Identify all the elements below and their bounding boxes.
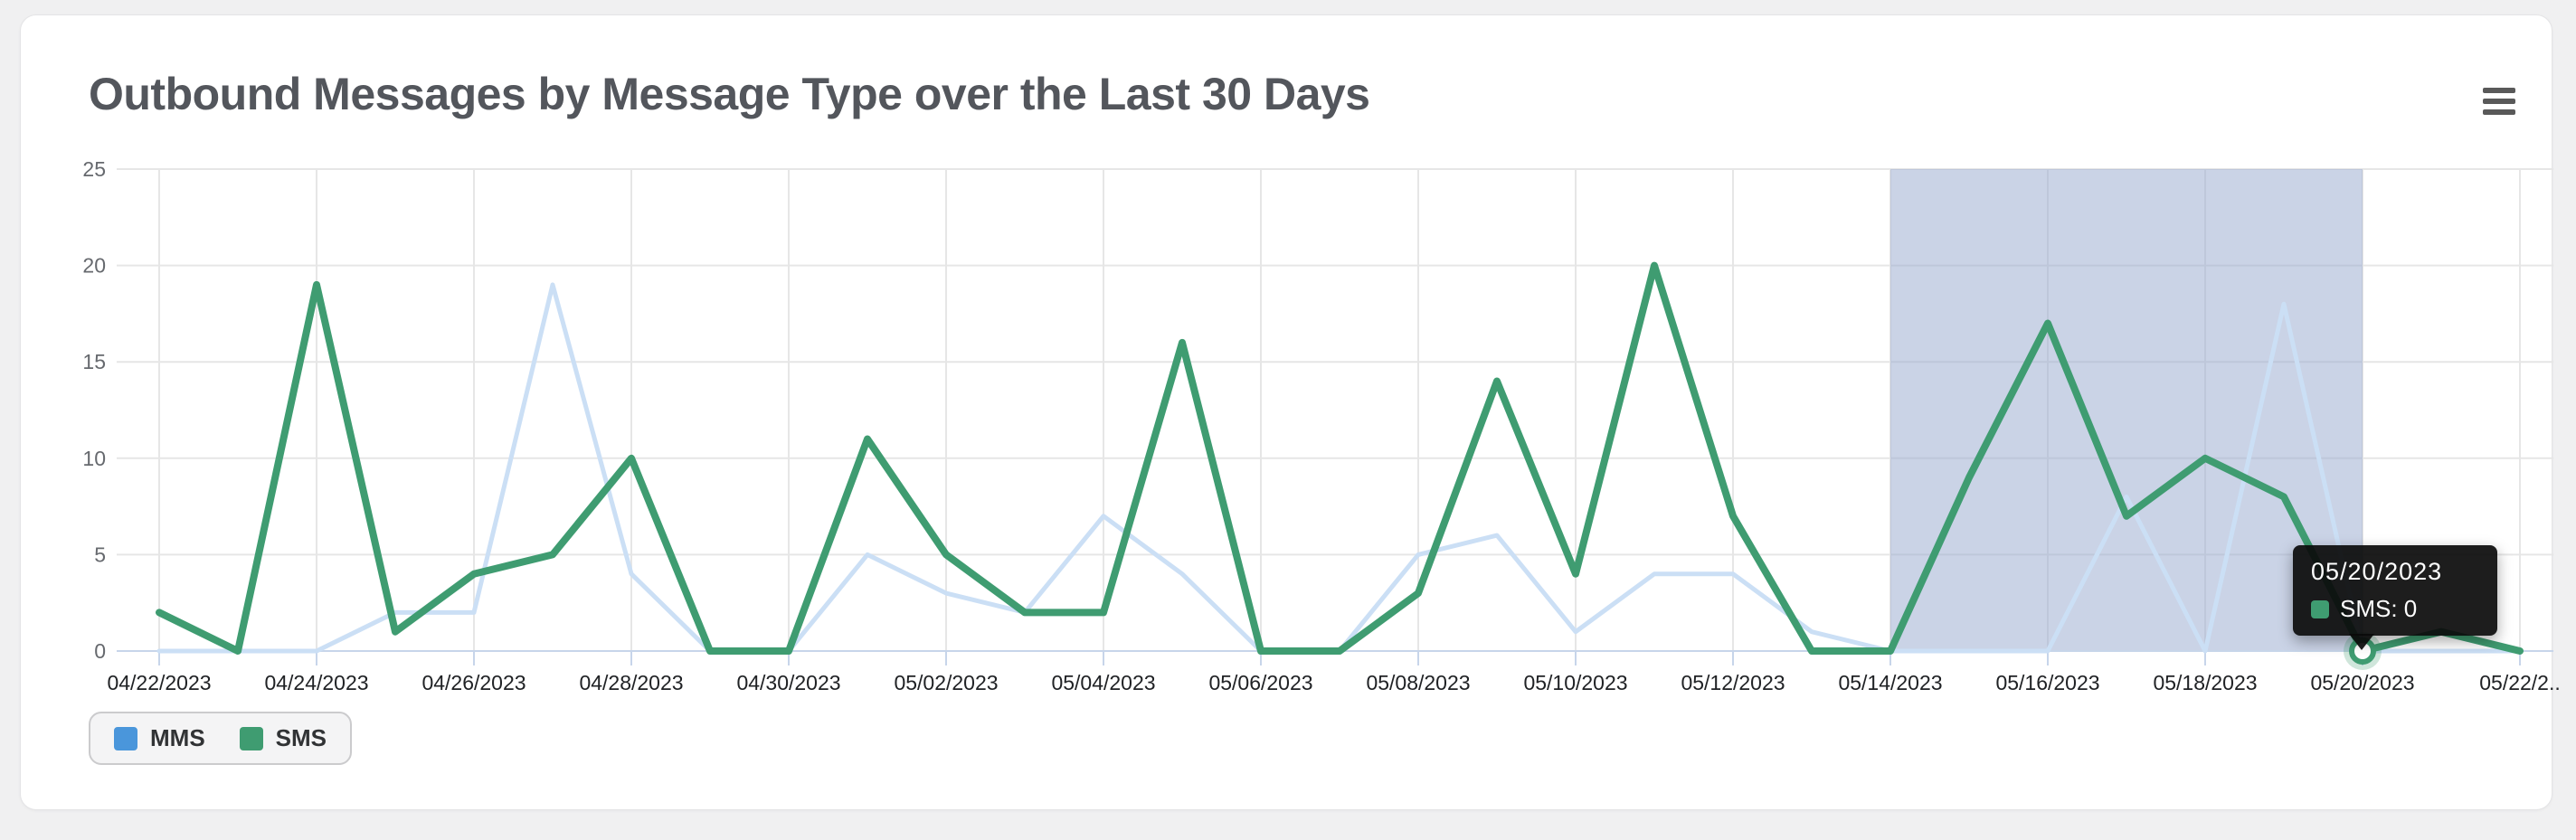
x-axis-label: 05/06/2023 xyxy=(1208,671,1312,694)
x-axis-label: 04/30/2023 xyxy=(736,671,840,694)
chart-card: Outbound Messages by Message Type over t… xyxy=(20,14,2561,810)
tooltip-date: 05/20/2023 xyxy=(2311,558,2443,585)
x-axis-label: 04/26/2023 xyxy=(421,671,526,694)
hamburger-icon xyxy=(2483,109,2515,115)
y-axis-label: 25 xyxy=(82,157,106,181)
x-axis-label: 05/10/2023 xyxy=(1523,671,1627,694)
x-axis-label: 04/28/2023 xyxy=(579,671,683,694)
tooltip-series-row: SMS: 0 xyxy=(2311,595,2488,623)
x-axis-label: 04/22/2023 xyxy=(107,671,211,694)
x-axis-label: 05/20/2023 xyxy=(2310,671,2414,694)
line-chart-plot-area[interactable]: 0 5 10 15 20 25 04/22/2023 04/24/2023 04/26/2023… xyxy=(21,15,2576,840)
sms-swatch-icon xyxy=(239,726,263,750)
y-axis-label: 15 xyxy=(82,350,106,373)
y-axis-label: 0 xyxy=(94,639,106,663)
tooltip: 05/20/2023 SMS: 0 xyxy=(2293,545,2497,650)
sms-series-swatch-icon xyxy=(2311,599,2329,618)
x-axis-label: 05/18/2023 xyxy=(2153,671,2257,694)
x-axis-label: 05/08/2023 xyxy=(1366,671,1470,694)
selection-band[interactable] xyxy=(1890,169,2363,651)
y-axis-label: 5 xyxy=(94,543,106,566)
x-axis-label: 05/02/2023 xyxy=(894,671,998,694)
context-menu-button[interactable] xyxy=(2483,88,2515,115)
hamburger-icon xyxy=(2483,88,2515,93)
tooltip-callout-arrow xyxy=(2349,634,2374,650)
x-axis-label: 05/14/2023 xyxy=(1838,671,1942,694)
x-axis-label: 05/16/2023 xyxy=(1995,671,2099,694)
mms-swatch-icon xyxy=(114,726,137,750)
x-axis-label: 04/24/2023 xyxy=(264,671,368,694)
legend-label-mms: MMS xyxy=(150,724,205,751)
y-axis-label: 20 xyxy=(82,254,106,278)
legend: MMS SMS xyxy=(89,712,353,765)
x-axis-label: 05/04/2023 xyxy=(1051,671,1155,694)
x-axis-label: 05/12/2023 xyxy=(1681,671,1785,694)
tooltip-series-value: SMS: 0 xyxy=(2340,595,2418,622)
legend-item-sms[interactable]: SMS xyxy=(239,724,327,752)
y-axis-label: 10 xyxy=(82,447,106,470)
x-axis-label: 05/22/2.. xyxy=(2479,671,2561,694)
hamburger-icon xyxy=(2483,99,2515,104)
chart-title: Outbound Messages by Message Type over t… xyxy=(89,69,1370,119)
legend-label-sms: SMS xyxy=(275,724,327,751)
sms-series-line[interactable] xyxy=(156,261,2524,655)
legend-item-mms[interactable]: MMS xyxy=(114,724,205,752)
